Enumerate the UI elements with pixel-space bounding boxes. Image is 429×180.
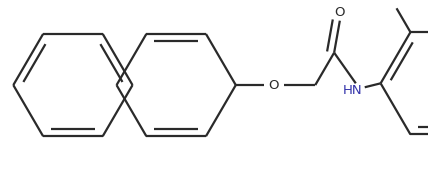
Text: O: O [335,6,345,19]
Text: HN: HN [343,84,363,97]
Text: O: O [268,79,279,92]
